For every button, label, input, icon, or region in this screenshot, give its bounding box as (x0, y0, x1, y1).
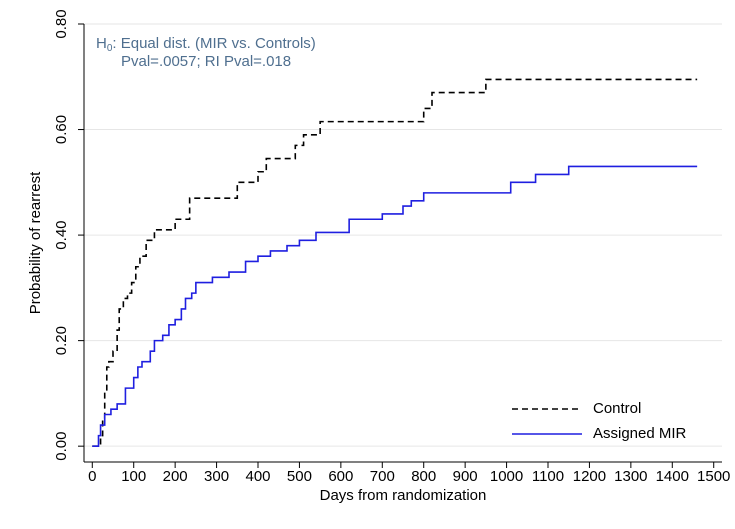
x-tick-label: 100 (121, 468, 146, 485)
annotation-line2: Pval=.0057; RI Pval=.018 (121, 53, 291, 70)
x-tick-label: 600 (328, 468, 353, 485)
y-tick-label: 0.80 (53, 9, 70, 38)
y-tick-label: 0.60 (53, 115, 70, 144)
x-tick-label: 1300 (614, 468, 647, 485)
line (92, 165, 698, 447)
x-axis-label: Days from randomization (320, 487, 487, 504)
x-tick-label: 1200 (573, 468, 606, 485)
x-tick-label: 500 (287, 468, 312, 485)
annotation-subscript: 0 (107, 43, 113, 54)
x-tick-label: 1000 (490, 468, 523, 485)
x-tick-label: 1500 (697, 468, 730, 485)
x-tick-label: 700 (370, 468, 395, 485)
x-tick-label: 1400 (656, 468, 689, 485)
line (92, 78, 698, 447)
x-tick-label: 300 (204, 468, 229, 485)
y-axis-label: Probability of rearrest (27, 171, 44, 314)
y-tick-label: 0.40 (53, 220, 70, 249)
x-tick-label: 800 (411, 468, 436, 485)
legend-label: Assigned MIR (593, 425, 687, 442)
x-tick-label: 900 (453, 468, 478, 485)
annotation-prefix: H (96, 35, 107, 52)
y-tick-label: 0.20 (53, 326, 70, 355)
x-tick-label: 0 (88, 468, 96, 485)
y-tick-label: 0.00 (53, 432, 70, 461)
x-tick-label: 1100 (532, 468, 564, 485)
x-tick-label: 200 (163, 468, 188, 485)
annotation-text: : Equal dist. (MIR vs. Controls) (112, 35, 315, 52)
x-tick-label: 400 (245, 468, 270, 485)
annotation: H0: Equal dist. (MIR vs. Controls) (96, 35, 316, 54)
legend-label: Control (593, 400, 641, 417)
